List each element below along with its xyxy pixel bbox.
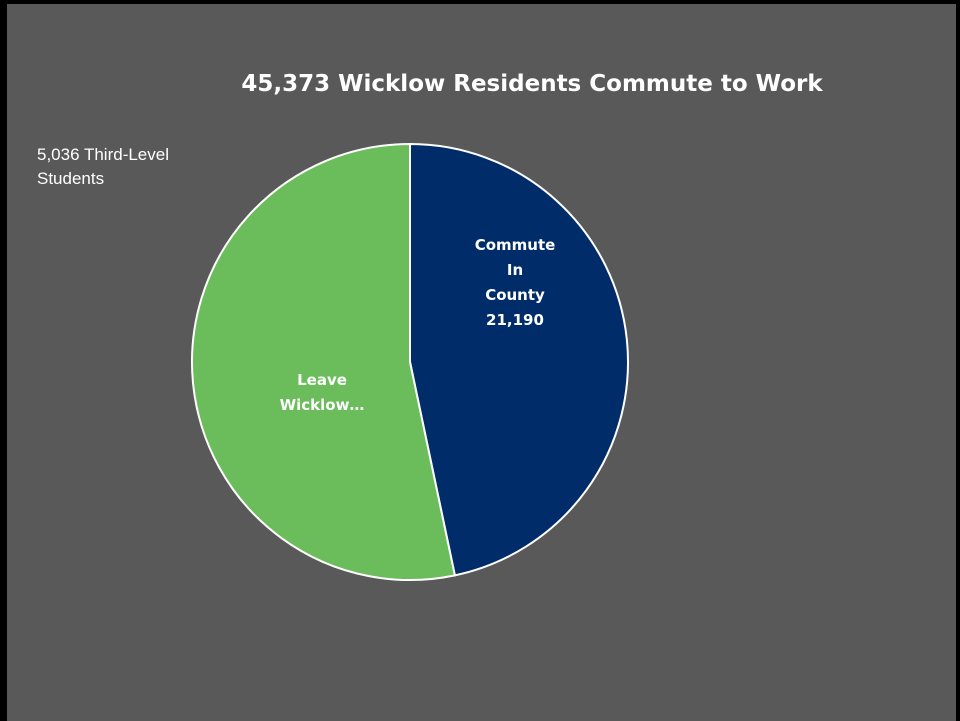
pie-slice-label-line: Wicklow… bbox=[280, 396, 365, 414]
pie-slice-1 bbox=[191, 142, 457, 581]
pie-slice-label-0: Commute In County 21,190 bbox=[475, 236, 556, 329]
pie-slice-label-line: County bbox=[485, 286, 545, 304]
third-level-students-note: 5,036 Third-Level Students bbox=[37, 145, 169, 188]
pie-slice-label-line: Leave bbox=[297, 371, 347, 389]
chart-title: 45,373 Wicklow Residents Commute to Work bbox=[241, 71, 823, 97]
pie-slice-label-line: In bbox=[507, 261, 523, 279]
pie-slice-label-line: 21,190 bbox=[486, 311, 544, 329]
pie-slice-label-1: Leave Wicklow… bbox=[280, 371, 365, 414]
pie-slice-label-line: Commute bbox=[475, 236, 556, 254]
pie-slices bbox=[191, 142, 629, 581]
pie-labels: Commute In County 21,190 Leave Wicklow… bbox=[280, 236, 556, 414]
pie-slice-0 bbox=[409, 142, 629, 577]
